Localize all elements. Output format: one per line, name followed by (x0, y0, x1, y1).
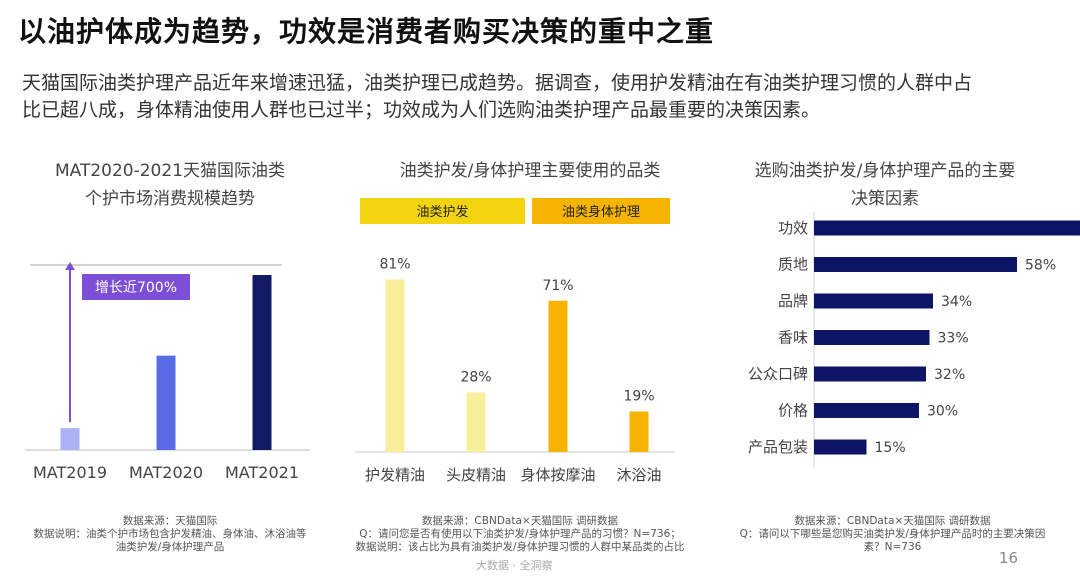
chart3-category-label: 功效 (778, 219, 808, 237)
chart1-arrow-head (65, 262, 75, 270)
chart2-title: 油类护发/身体护理主要使用的品类 (399, 161, 661, 181)
chart2-group-header (360, 198, 525, 224)
chart1-x-tick-label: MAT2020 (129, 463, 203, 482)
chart2-category-usage-chart: 油类护发 油类身体护理 81% 护发精油 28% 头皮精油 71% 身体按摩油 19% 沐浴油 (355, 198, 675, 484)
chart2-value-label: 81% (379, 256, 410, 272)
page-subtitle: 天猫国际油类护理产品近年来增速迅猛，油类护理已成趋势。据调查，使用护发精油在有油… (22, 70, 1032, 124)
chart3-bar (814, 220, 1080, 236)
chart2-source-line-2: Q：请问您是否有使用以下油类护发/身体护理产品的习惯？N=736； (359, 528, 681, 540)
chart1-x-tick-label: MAT2019 (33, 463, 107, 482)
chart3-value-label: 58% (1025, 258, 1056, 274)
chart3-value-label: 34% (941, 294, 972, 310)
chart1-annotation-box (82, 274, 190, 300)
chart2-group-label: 油类身体护理 (562, 204, 640, 220)
chart1-annotation-label: 增长近700% (95, 280, 177, 296)
chart3-source-line-2: Q：请问以下哪些是您购买油类护发/身体护理产品时的主要决策因 (739, 528, 1046, 540)
chart3-source-line-3: 素？N=736 (863, 541, 922, 553)
chart1-source-line-2: 数据说明：油类个护市场包含护发精油、身体油、沐浴油等 (33, 528, 307, 540)
chart2-x-tick-label: 头皮精油 (446, 466, 506, 484)
chart1-title: MAT2020-2021天猫国际油类 个护市场消费规模趋势 (30, 157, 310, 213)
chart3-category-label: 质地 (778, 256, 808, 274)
chart3-category-label: 香味 (778, 329, 808, 347)
chart3-value-label: 15% (875, 440, 906, 456)
chart2-bar (629, 411, 649, 452)
page-number: 16 (998, 549, 1018, 567)
chart1-title-line-1: MAT2020-2021天猫国际油类 (54, 161, 286, 181)
chart3-bar (814, 257, 1017, 272)
chart2-bar (466, 392, 486, 452)
chart2-value-label: 71% (542, 278, 573, 294)
chart1-source: 数据来源：天猫国际 数据说明：油类个护市场包含护发精油、身体油、沐浴油等 油类护… (5, 515, 335, 554)
chart1-source-line-1: 数据来源：天猫国际 (122, 515, 218, 527)
chart2-group-header (532, 198, 670, 224)
chart3-value-label: 33% (938, 331, 969, 347)
chart2-value-label: 19% (623, 389, 654, 405)
chart2-source-line-1: 数据来源：CBNData×天猫国际 调研数据 (421, 515, 619, 527)
chart3-title-line-2: 决策因素 (851, 189, 919, 209)
chart2-source: 数据来源：CBNData×天猫国际 调研数据 Q：请问您是否有使用以下油类护发/… (345, 515, 695, 554)
chart2-group-label: 油类护发 (416, 204, 468, 220)
chart3-bar (814, 439, 867, 455)
subtitle-line-2: 比已超八成，身体精油使用人群也已过半；功效成为人们选购油类护理产品最重要的决策因… (22, 99, 821, 121)
chart2-bar (385, 279, 405, 452)
chart3-category-label: 公众口碑 (748, 365, 808, 383)
chart1-bar (60, 428, 80, 450)
chart1-source-line-3: 油类护发/身体护理产品 (115, 541, 225, 553)
chart3-bar (814, 330, 930, 345)
chart3-title: 选购油类护发/身体护理产品的主要 决策因素 (735, 157, 1035, 213)
chart2-value-label: 28% (460, 369, 491, 385)
chart2-x-tick-label: 护发精油 (365, 466, 425, 484)
chart1-market-scale-chart: MAT2019 MAT2020 MAT2021 增长近700% (25, 262, 310, 482)
chart3-value-label: 32% (934, 367, 965, 383)
chart3-category-label: 品牌 (778, 292, 808, 310)
chart2-source-line-3: 数据说明：该占比为具有油类护发/身体护理习惯的人群中某品类的占比 (355, 541, 685, 553)
chart3-value-label: 30% (927, 404, 958, 420)
chart3-bar (814, 366, 926, 382)
chart1-x-tick-label: MAT2021 (225, 463, 299, 482)
chart2-x-tick-label: 沐浴油 (616, 466, 661, 484)
chart3-title-line-1: 选购油类护发/身体护理产品的主要 (754, 161, 1016, 181)
chart2-bar (548, 300, 568, 452)
chart3-bar (814, 403, 919, 418)
chart3-bar (814, 293, 933, 309)
chart1-bar (252, 274, 272, 450)
chart1-bar (156, 355, 176, 450)
subtitle-line-1: 天猫国际油类护理产品近年来增速迅猛，油类护理已成趋势。据调查，使用护发精油在有油… (22, 72, 973, 94)
chart3-category-label: 产品包装 (748, 438, 808, 456)
chart3-source-line-1: 数据来源：CBNData×天猫国际 调研数据 (794, 515, 991, 527)
page-title: 以油护体成为趋势，功效是消费者购买决策的重中之重 (18, 15, 715, 48)
chart2-x-tick-label: 身体按摩油 (520, 466, 595, 484)
chart3-source: 数据来源：CBNData×天猫国际 调研数据 Q：请问以下哪些是您购买油类护发/… (735, 515, 1050, 554)
footer-tagline: 大数据 · 全洞察 (476, 559, 553, 572)
chart3-category-label: 价格 (778, 402, 808, 420)
chart1-title-line-2: 个护市场消费规模趋势 (85, 189, 255, 209)
